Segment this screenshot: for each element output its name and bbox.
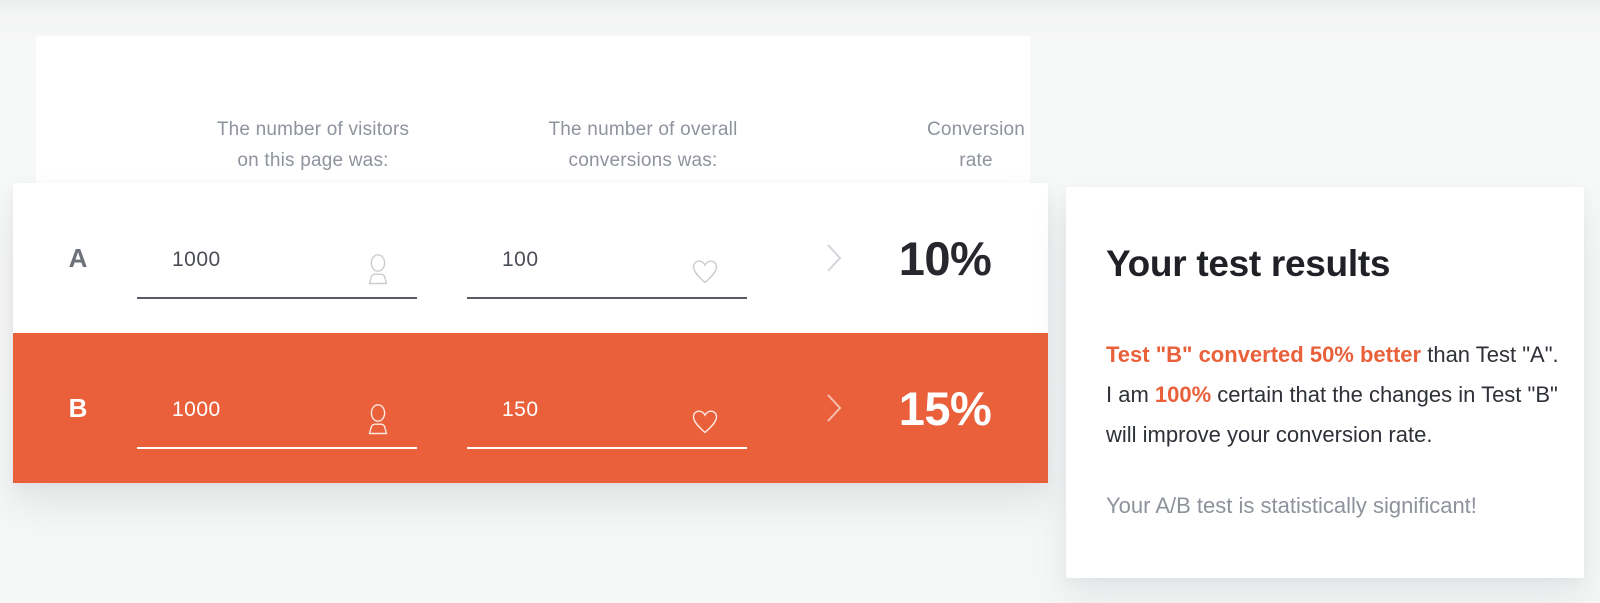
rate-header-line2: rate — [959, 150, 993, 171]
variant-b-label: B — [68, 392, 88, 423]
variant-a-row: A 10% — [13, 183, 1048, 333]
variant-b-conversions-field — [467, 391, 747, 449]
significance-message: Your A/B test is statistically significa… — [1106, 493, 1477, 518]
ab-test-card: A 10% B — [13, 183, 1048, 483]
variant-a-visitors-input[interactable] — [137, 241, 417, 299]
variant-a-conversions-input[interactable] — [467, 241, 747, 299]
results-summary-highlight-2: 100% — [1154, 382, 1212, 407]
results-summary-segment-3: I am — [1106, 382, 1155, 407]
chevron-right-icon — [819, 183, 849, 333]
conversions-header-line2: conversions was: — [568, 150, 718, 171]
visitors-column-header: The number of visitors on this page was: — [163, 114, 463, 176]
variant-b-visitors-input[interactable] — [137, 391, 417, 449]
results-summary-highlight-1: Test "B" converted 50% better — [1106, 342, 1422, 367]
variant-b-conversions-input[interactable] — [467, 391, 747, 449]
rate-header-line1: Conversion — [926, 119, 1026, 140]
column-headers-band: The number of visitors on this page was:… — [36, 36, 1030, 183]
visitors-header-line1: The number of visitors — [216, 119, 410, 140]
variant-a-conversion-rate-value: 10% — [898, 231, 992, 285]
rate-column-header: Conversion rate — [876, 114, 1076, 176]
variant-a-visitors-field — [137, 241, 417, 299]
results-summary-segment-5: certain that the changes in Test "B" wil… — [1106, 382, 1558, 447]
variant-a-conversions-field — [467, 241, 747, 299]
results-summary-segment-2: than Test "A". — [1421, 342, 1559, 367]
visitors-header-line2: on this page was: — [237, 150, 389, 171]
conversions-column-header: The number of overall conversions was: — [493, 114, 793, 176]
variant-a-label: A — [68, 242, 88, 273]
conversions-header-line1: The number of overall — [548, 119, 738, 140]
variant-b-visitors-field — [137, 391, 417, 449]
variant-b-row: B 15% — [13, 333, 1048, 483]
variant-b-conversion-rate-value: 15% — [898, 381, 992, 435]
results-title: Your test results — [1106, 243, 1391, 284]
chevron-right-icon — [819, 333, 849, 483]
results-summary: Test "B" converted 50% better than Test … — [1106, 335, 1568, 455]
results-panel: Your test results Test "B" converted 50%… — [1066, 187, 1584, 578]
